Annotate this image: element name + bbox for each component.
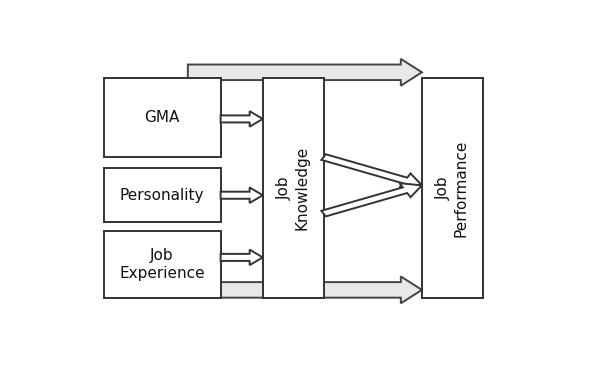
Polygon shape [321, 183, 422, 217]
Text: Job
Performance: Job Performance [436, 139, 469, 237]
Text: Job
Knowledge: Job Knowledge [277, 146, 309, 230]
FancyBboxPatch shape [422, 78, 483, 298]
FancyBboxPatch shape [104, 230, 220, 298]
Polygon shape [220, 250, 263, 265]
FancyBboxPatch shape [263, 78, 324, 298]
Text: Job
Experience: Job Experience [119, 248, 205, 281]
Text: Personality: Personality [120, 188, 204, 203]
Polygon shape [321, 154, 422, 188]
Polygon shape [188, 59, 422, 86]
FancyBboxPatch shape [104, 168, 220, 222]
Polygon shape [220, 111, 263, 127]
Polygon shape [188, 276, 422, 303]
FancyBboxPatch shape [104, 78, 220, 157]
Text: GMA: GMA [144, 110, 180, 125]
Polygon shape [220, 188, 263, 203]
